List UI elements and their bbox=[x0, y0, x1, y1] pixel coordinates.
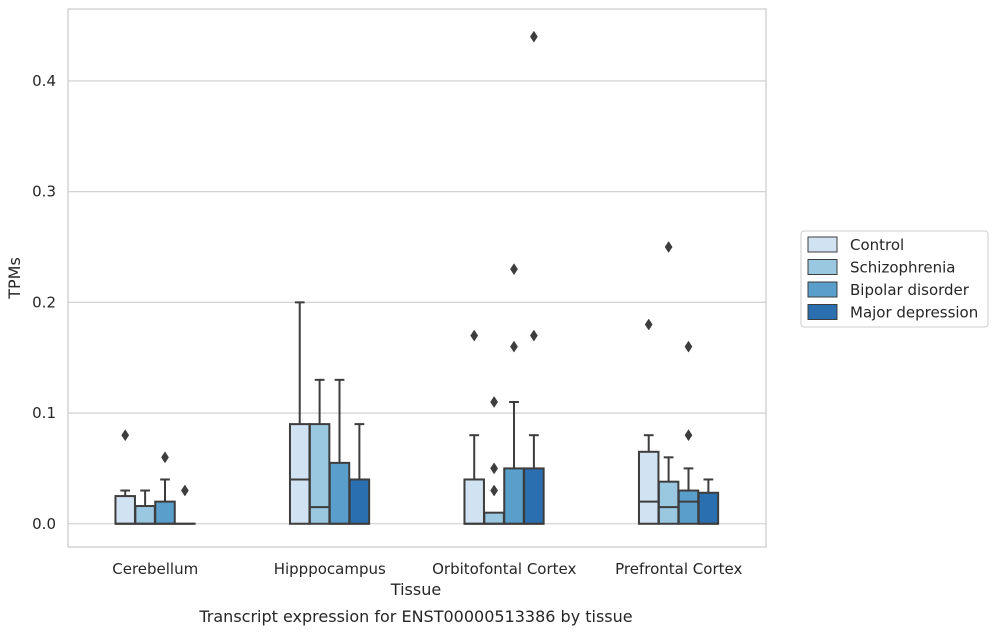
outlier-point bbox=[529, 30, 538, 43]
box bbox=[523, 30, 545, 525]
legend-label: Major depression bbox=[850, 304, 978, 322]
legend-label: Control bbox=[850, 236, 904, 254]
box-iqr bbox=[503, 467, 525, 525]
legend-swatch bbox=[807, 236, 838, 253]
box-iqr bbox=[134, 505, 156, 525]
outlier-point bbox=[664, 241, 673, 253]
box-iqr bbox=[677, 489, 700, 525]
outlier-point bbox=[684, 340, 693, 353]
box bbox=[348, 423, 371, 525]
outlier-point bbox=[161, 451, 169, 464]
y-tick-label: 0.1 bbox=[32, 404, 56, 422]
outlier-point bbox=[180, 484, 189, 497]
legend-label: Schizophrenia bbox=[850, 259, 955, 277]
outlier-point bbox=[470, 329, 479, 342]
outlier-point bbox=[490, 484, 499, 497]
box-iqr bbox=[657, 480, 680, 525]
box bbox=[697, 478, 720, 525]
box bbox=[134, 489, 156, 525]
x-tick-label: Orbitofontal Cortex bbox=[432, 560, 576, 578]
y-tick-label: 0.3 bbox=[32, 183, 56, 201]
y-tick-label: 0.2 bbox=[32, 293, 56, 311]
box-iqr bbox=[348, 478, 371, 525]
outlier-point bbox=[490, 396, 499, 408]
box-iqr bbox=[114, 495, 136, 525]
box bbox=[677, 340, 700, 525]
outlier-point bbox=[510, 263, 518, 276]
box bbox=[463, 329, 485, 525]
box-iqr bbox=[637, 450, 660, 525]
box-iqr bbox=[523, 467, 545, 525]
series-major-depression bbox=[174, 30, 720, 525]
y-tick-label: 0.0 bbox=[32, 515, 56, 533]
box-iqr bbox=[288, 423, 311, 525]
box-series bbox=[114, 30, 720, 525]
legend-frame bbox=[800, 230, 989, 328]
box-iqr bbox=[463, 478, 485, 525]
x-tick-label: Prefrontal Cortex bbox=[615, 560, 742, 578]
box bbox=[114, 429, 136, 525]
plot-area-frame bbox=[67, 8, 767, 548]
box-iqr bbox=[483, 511, 505, 525]
outlier-point bbox=[684, 429, 693, 442]
legend-swatch bbox=[807, 304, 838, 320]
x-tick-label: Cerebellum bbox=[112, 560, 198, 578]
box-iqr bbox=[154, 500, 176, 525]
outlier-point bbox=[529, 329, 538, 342]
series-bipolar-disorder bbox=[154, 263, 700, 525]
box-iqr bbox=[328, 461, 351, 525]
legend-swatch bbox=[807, 259, 838, 275]
outlier-point bbox=[490, 462, 499, 475]
y-tick-label: 0.4 bbox=[32, 72, 56, 90]
y-axis-ticks: 0.0 0.1 0.2 0.3 0.4 bbox=[32, 72, 56, 533]
box-iqr bbox=[697, 491, 720, 525]
x-axis-title: Tissue bbox=[390, 580, 441, 599]
box bbox=[308, 378, 331, 525]
series-schizophrenia bbox=[134, 241, 680, 525]
box bbox=[483, 396, 505, 525]
outlier-point bbox=[644, 318, 653, 331]
legend: Control Schizophrenia Bipolar disorder Majo… bbox=[800, 230, 989, 328]
box bbox=[503, 263, 525, 525]
x-axis-ticks: Cerebellum Hipppocampus Orbitofontal Corte… bbox=[112, 560, 742, 578]
box-iqr bbox=[308, 423, 331, 525]
outlier-point bbox=[510, 340, 518, 353]
x-tick-label: Hipppocampus bbox=[274, 560, 386, 578]
chart-caption: Transcript expression for ENST0000051338… bbox=[198, 607, 632, 626]
outlier-point bbox=[121, 429, 130, 442]
legend-swatch bbox=[807, 281, 838, 298]
y-axis-title: TPMs bbox=[5, 257, 24, 300]
legend-label: Bipolar disorder bbox=[850, 281, 970, 299]
box bbox=[154, 451, 176, 525]
box bbox=[174, 484, 196, 525]
